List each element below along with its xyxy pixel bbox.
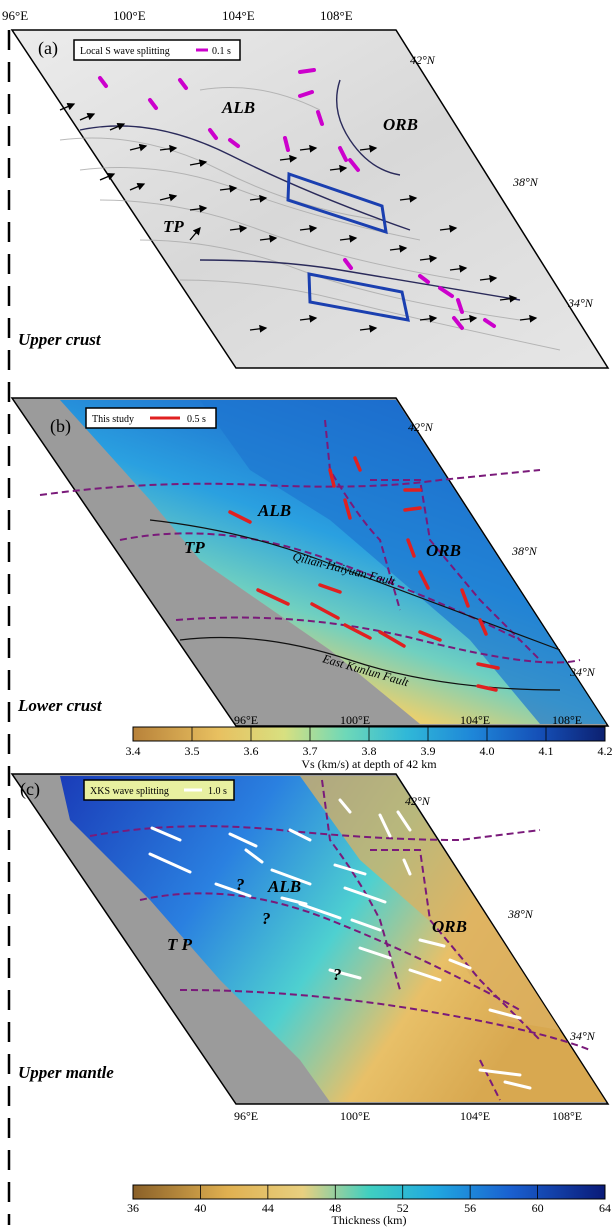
panel-b-lat-42: 42°N bbox=[408, 420, 434, 434]
panel-b-region-alb: ALB bbox=[257, 501, 291, 520]
panel-a-lat-38: 38°N bbox=[512, 175, 539, 189]
panel-c-question-2: ? bbox=[262, 909, 271, 928]
colorbar-b-tick-label: 4.2 bbox=[598, 744, 612, 758]
colorbar-c-tick-label: 48 bbox=[329, 1201, 341, 1215]
panel-c-data-area bbox=[60, 776, 606, 1102]
colorbar-c-ticks: 36 40 44 48 52 56 60 64 bbox=[127, 1185, 611, 1215]
panel-b-region-tp: TP bbox=[184, 538, 205, 557]
colorbar-c-lon-2: 104°E bbox=[460, 1109, 490, 1123]
panel-c-legend-text: XKS wave splitting bbox=[90, 786, 169, 797]
panel-b-legend-scale: 0.5 s bbox=[187, 414, 206, 425]
panel-a-region-alb: ALB bbox=[221, 98, 255, 117]
top-lon-2: 104°E bbox=[222, 8, 255, 23]
panel-b-letter: (b) bbox=[50, 416, 71, 437]
colorbar-b-tick-label: 3.4 bbox=[126, 744, 141, 758]
panel-a-legend-text: Local S wave splitting bbox=[80, 46, 170, 57]
panel-a: Local S wave splitting 0.1 s (a) 42°N 38… bbox=[10, 29, 610, 369]
panel-c-white-bars bbox=[148, 798, 532, 1090]
panel-a-depth-label: Upper crust bbox=[18, 330, 102, 349]
colorbar-b-title: Vs (km/s) at depth of 42 km bbox=[301, 757, 437, 771]
top-lon-3: 108°E bbox=[320, 8, 353, 23]
panel-a-faults bbox=[79, 79, 521, 301]
colorbar-b-tick-label: 4.1 bbox=[539, 744, 554, 758]
colorbar-b-tick-label: 3.5 bbox=[185, 744, 200, 758]
panel-c-lat-38: 38°N bbox=[507, 907, 534, 921]
colorbar-b-tick-label: 3.8 bbox=[362, 744, 377, 758]
colorbar-c-tick-label: 36 bbox=[127, 1201, 139, 1215]
panel-a-legend-scale: 0.1 s bbox=[212, 46, 231, 57]
panel-c-question-1: ? bbox=[236, 875, 245, 894]
colorbar-c: 96°E 100°E 104°E 108°E 36 40 44 48 52 56 60 64 … bbox=[127, 1109, 611, 1227]
panel-c-lat-42: 42°N bbox=[405, 794, 431, 808]
panel-b-lat-34: 34°N bbox=[569, 665, 596, 679]
colorbar-c-tick-label: 40 bbox=[194, 1201, 206, 1215]
panel-c: XKS wave splitting 1.0 s (c) 42°N 38°N 3… bbox=[10, 773, 611, 1227]
panel-c-dashed-faults bbox=[89, 779, 591, 1101]
panel-a-map bbox=[10, 29, 610, 369]
colorbar-c-title: Thickness (km) bbox=[332, 1213, 407, 1227]
colorbar-c-lon-1: 100°E bbox=[340, 1109, 370, 1123]
panel-a-blue-box-2 bbox=[307, 272, 410, 322]
colorbar-b-lon-1: 100°E bbox=[340, 713, 370, 727]
colorbar-c-tick-label: 44 bbox=[262, 1201, 274, 1215]
colorbar-b-tick-label: 4.0 bbox=[480, 744, 495, 758]
colorbar-b-lon-0: 96°E bbox=[234, 713, 258, 727]
panel-a-lat-34: 34°N bbox=[567, 296, 594, 310]
colorbar-b-tick-label: 3.6 bbox=[244, 744, 259, 758]
panel-b-dashed-faults bbox=[39, 419, 581, 664]
panel-a-legend-box bbox=[73, 39, 241, 61]
colorbar-c-bar bbox=[132, 1184, 606, 1200]
top-lon-1: 100°E bbox=[113, 8, 146, 23]
panel-c-region-orb: ORB bbox=[432, 917, 467, 936]
panel-b-red-bars bbox=[228, 456, 500, 692]
panel-b: This study 0.5 s (b) 42°N 38°N 34°N ALB … bbox=[10, 397, 612, 771]
panel-a-lat-42: 42°N bbox=[410, 53, 436, 67]
panel-c-letter: (c) bbox=[20, 779, 40, 800]
panel-b-legend-text: This study bbox=[92, 414, 134, 425]
panel-a-arrows bbox=[59, 102, 538, 333]
colorbar-c-tick-label: 56 bbox=[464, 1201, 476, 1215]
panel-c-legend-box bbox=[83, 779, 235, 801]
panel-c-region-tp: T P bbox=[167, 935, 193, 954]
panel-c-tan-region bbox=[300, 776, 560, 1030]
top-longitude-labels: 96°E 100°E 104°E 108°E bbox=[2, 8, 353, 23]
colorbar-b-ticks: 3.4 3.5 3.6 3.7 3.8 3.9 4.0 4.1 4.2 bbox=[126, 727, 612, 758]
panel-c-question-3: ? bbox=[333, 965, 342, 984]
top-lon-0: 96°E bbox=[2, 8, 28, 23]
panel-b-data-area bbox=[60, 400, 606, 724]
panel-c-region-alb: ALB bbox=[267, 877, 301, 896]
panel-b-lat-38: 38°N bbox=[511, 544, 538, 558]
colorbar-c-tick-label: 64 bbox=[599, 1201, 611, 1215]
panel-a-region-orb: ORB bbox=[383, 115, 418, 134]
panel-c-legend-scale: 1.0 s bbox=[208, 786, 227, 797]
colorbar-c-lon-3: 108°E bbox=[552, 1109, 582, 1123]
colorbar-b-lon-2: 104°E bbox=[460, 713, 490, 727]
panel-a-letter: (a) bbox=[38, 38, 58, 59]
panel-a-magenta-bars bbox=[98, 68, 496, 330]
panel-b-blue-region bbox=[200, 400, 606, 724]
panel-c-depth-label: Upper mantle bbox=[18, 1063, 114, 1082]
colorbar-c-tick-label: 60 bbox=[532, 1201, 544, 1215]
colorbar-b-tick-label: 3.7 bbox=[303, 744, 318, 758]
panel-a-region-tp: TP bbox=[163, 217, 184, 236]
panel-b-depth-label: Lower crust bbox=[17, 696, 103, 715]
colorbar-b-tick-label: 3.9 bbox=[421, 744, 436, 758]
panel-c-lat-34: 34°N bbox=[569, 1029, 596, 1043]
colorbar-c-lon-0: 96°E bbox=[234, 1109, 258, 1123]
colorbar-b: 96°E 100°E 104°E 108°E 3.4 3.5 3.6 3.7 3.8 3.… bbox=[126, 713, 612, 771]
colorbar-c-tick-label: 52 bbox=[397, 1201, 409, 1215]
panel-a-terrain bbox=[59, 87, 561, 351]
panel-b-region-orb: ORB bbox=[426, 541, 461, 560]
panel-a-blue-box-1 bbox=[286, 171, 388, 235]
colorbar-b-lon-3: 108°E bbox=[552, 713, 582, 727]
